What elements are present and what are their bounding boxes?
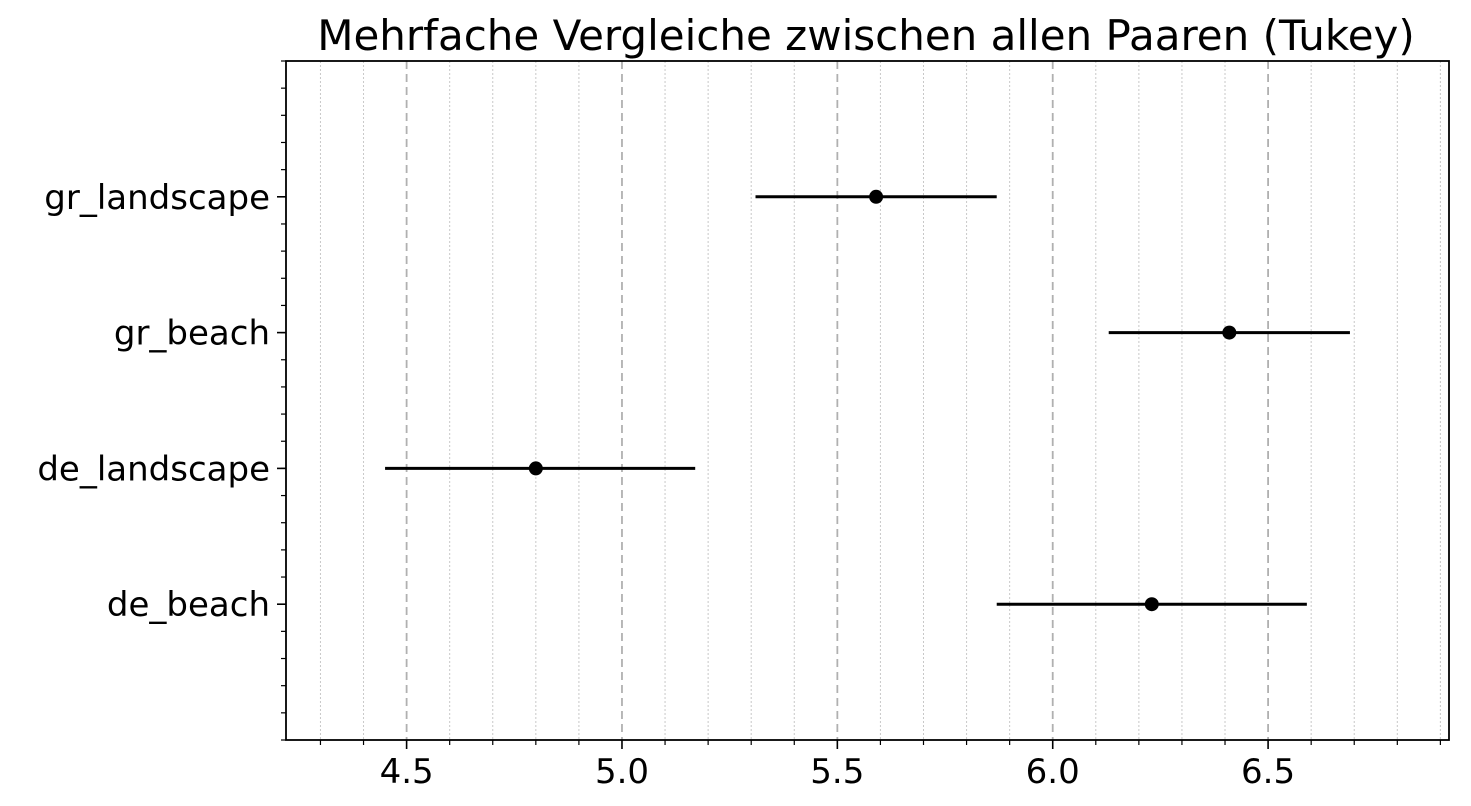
- mean-marker: [1222, 325, 1237, 340]
- y-tick-label: de_beach: [107, 585, 270, 625]
- y-tick-label: gr_landscape: [44, 178, 270, 218]
- y-tick-label: de_landscape: [37, 449, 270, 489]
- chart-title: Mehrfache Vergleiche zwischen allen Paar…: [317, 11, 1415, 60]
- mean-marker: [1144, 597, 1159, 612]
- grid-layer: [319, 61, 1441, 740]
- x-tick-label: 4.5: [380, 752, 434, 792]
- errorbar-layer: [385, 189, 1350, 612]
- x-tick-label: 5.0: [595, 752, 649, 792]
- x-tick-label: 6.5: [1241, 752, 1295, 792]
- x-tick-label: 6.0: [1026, 752, 1080, 792]
- plot-frame: [285, 60, 1450, 741]
- axes-layer: 4.5 5.0 5.5 6.0 6.5 gr_landscape gr_beach de_la…: [37, 60, 1450, 792]
- mean-marker: [528, 461, 543, 476]
- x-tick-label: 5.5: [810, 752, 864, 792]
- y-tick-label: gr_beach: [114, 314, 270, 354]
- mean-marker: [869, 189, 884, 204]
